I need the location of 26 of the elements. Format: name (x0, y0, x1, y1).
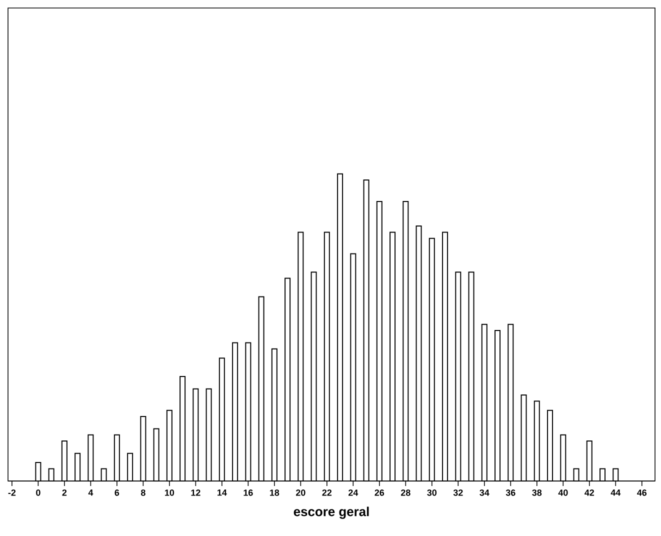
x-tick-label: 2 (62, 490, 67, 496)
x-tick-label: 30 (427, 490, 437, 496)
x-tick-label: 20 (296, 490, 306, 496)
x-tick-label: 18 (270, 490, 280, 496)
x-tick-label: 38 (532, 490, 542, 496)
x-tick-label: 16 (244, 490, 253, 496)
x-tick-label: 14 (218, 490, 227, 496)
x-tick-label: 24 (348, 490, 358, 496)
x-tick-label: 28 (400, 490, 410, 496)
x-tick-label: 0 (36, 490, 40, 496)
x-tick-label: 4 (88, 490, 94, 496)
x-tick-label: 6 (114, 490, 120, 496)
x-axis-title: escore geral (294, 506, 369, 519)
x-tick-label: 40 (558, 490, 568, 496)
x-tick-label: 12 (191, 490, 200, 496)
x-tick-label: 32 (453, 490, 463, 496)
x-tick-label: 34 (480, 490, 490, 496)
x-tick-label: 46 (637, 490, 647, 496)
x-tick-label: 42 (584, 490, 594, 496)
x-tick-label: 44 (610, 490, 621, 496)
x-tick-label: -2 (8, 490, 16, 496)
x-tick-label: 36 (506, 490, 516, 496)
x-tick-label: 22 (322, 490, 332, 496)
x-tick-label: 26 (374, 490, 384, 496)
x-tick-label: 10 (165, 490, 174, 496)
x-tick-label: 8 (140, 490, 146, 496)
